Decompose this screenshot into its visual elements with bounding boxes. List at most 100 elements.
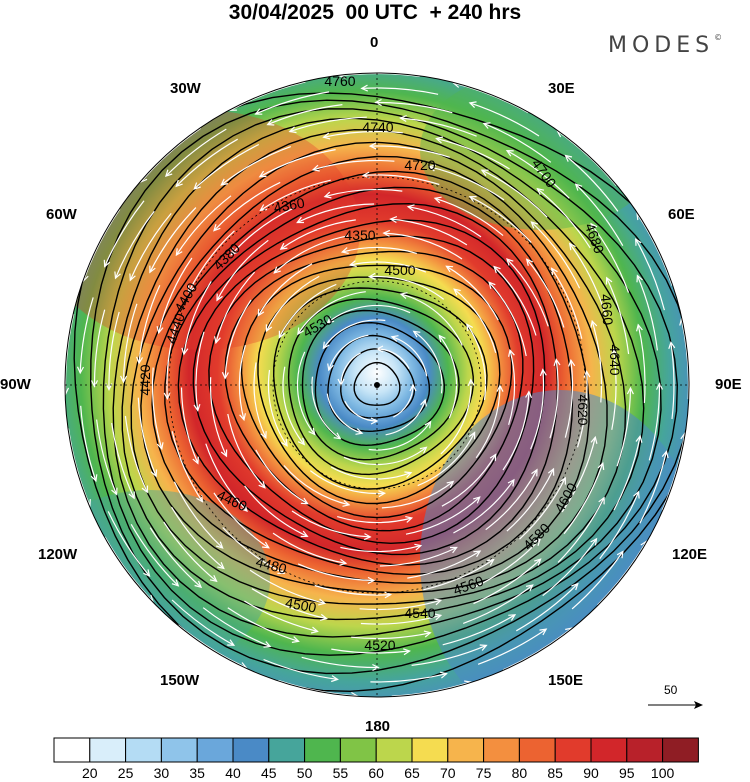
- wind-streamline: [400, 117, 477, 137]
- lon-label-90w: 90W: [0, 376, 31, 393]
- colorbar-label: 100: [650, 765, 675, 781]
- wind-streamline: [140, 127, 202, 183]
- wind-streamline: [149, 207, 197, 273]
- wind-streamline: [342, 246, 417, 254]
- contour-label: 4720: [404, 157, 435, 173]
- wind-streamline: [436, 138, 510, 170]
- height-contour-line: [121, 128, 645, 621]
- streamline-arrowhead: [193, 404, 201, 412]
- streamline-arrowhead: [559, 476, 566, 485]
- colorbar-cell: [53, 737, 91, 763]
- streamline-arrowhead: [258, 170, 267, 178]
- wind-streamline: [255, 91, 330, 115]
- streamline-arrowhead: [136, 356, 144, 365]
- wind-streamline: [488, 281, 527, 357]
- streamline-arrowhead: [220, 178, 229, 186]
- streamline-arrowhead: [438, 334, 446, 343]
- wind-streamline: [260, 179, 331, 211]
- streamline-arrowhead: [209, 574, 218, 583]
- contour-label: 4500: [384, 262, 415, 278]
- streamline-arrowhead: [547, 467, 555, 476]
- streamline-arrowhead: [389, 216, 398, 224]
- streamline-arrowhead: [507, 478, 515, 487]
- streamline-arrowhead: [550, 267, 558, 276]
- streamline-arrowhead: [278, 330, 286, 339]
- streamline-arrowhead: [482, 122, 491, 129]
- height-contour-line: [112, 117, 662, 638]
- streamline-arrowhead: [319, 613, 328, 621]
- wind-streamline: [249, 569, 325, 604]
- wind-streamline: [337, 516, 412, 524]
- colorbar-cell: [626, 737, 664, 763]
- streamline-arrowhead: [363, 533, 372, 541]
- wind-streamline: [571, 551, 624, 610]
- wind-streamline: [291, 510, 371, 538]
- wind-streamline: [391, 681, 471, 697]
- wind-streamline: [446, 265, 499, 321]
- contour-label: 4520: [364, 637, 395, 653]
- streamline-arrowhead: [339, 558, 348, 566]
- streamline-arrowhead: [446, 480, 455, 488]
- colorbar-cell: [196, 737, 234, 763]
- streamline-arrowhead: [427, 164, 436, 172]
- wind-streamline: [328, 334, 369, 371]
- colorbar-label: 20: [82, 765, 98, 781]
- colorbar-label: 40: [225, 765, 241, 781]
- wind-streamline: [506, 150, 570, 199]
- wind-streamline: [297, 203, 375, 224]
- brand-text: MODES: [608, 33, 715, 58]
- streamline-arrowhead: [390, 335, 399, 342]
- wind-streamline: [368, 421, 432, 451]
- streamline-arrowhead: [213, 224, 221, 232]
- colorbar-cell: [232, 737, 270, 763]
- streamline-arrowhead: [480, 169, 489, 176]
- wind-streamline: [171, 506, 225, 569]
- lon-label-60w: 60W: [46, 206, 77, 223]
- wind-streamline: [405, 496, 481, 535]
- lon-label-90e: 90E: [715, 376, 742, 393]
- streamline-arrowhead: [488, 281, 496, 289]
- streamline-arrowhead: [214, 336, 221, 345]
- streamline-arrowhead: [598, 496, 605, 505]
- streamline-arrowhead: [605, 276, 613, 285]
- streamline-arrowhead: [310, 626, 319, 634]
- wind-streamline: [244, 600, 318, 632]
- streamline-arrowhead: [508, 348, 515, 357]
- colorbar-label: 50: [296, 765, 313, 781]
- streamline-arrowhead: [150, 469, 158, 478]
- streamline-arrowhead: [564, 154, 573, 162]
- wind-streamline: [575, 183, 624, 246]
- colorbar-cell: [662, 737, 699, 763]
- streamline-arrowhead: [655, 382, 664, 390]
- streamline-arrowhead: [308, 427, 316, 436]
- wind-streamline: [280, 219, 356, 250]
- streamline-arrowhead: [342, 500, 351, 507]
- wind-streamline: [107, 511, 150, 577]
- streamline-arrowhead: [355, 428, 364, 435]
- contour-label: 4740: [362, 119, 393, 135]
- wind-streamline: [611, 349, 617, 430]
- streamline-arrowhead: [525, 258, 534, 266]
- wind-streamline: [340, 545, 422, 553]
- wind-streamline: [473, 538, 541, 589]
- streamline-arrowhead: [340, 247, 349, 254]
- wind-streamline: [636, 213, 673, 286]
- colorbar-cell: [590, 737, 628, 763]
- streamline-arrowhead: [90, 474, 98, 483]
- wind-streamline: [257, 263, 313, 316]
- streamline-arrowhead: [216, 293, 223, 302]
- wind-streamline: [180, 387, 199, 464]
- wind-streamline: [104, 200, 145, 267]
- wind-streamline: [561, 437, 596, 513]
- streamline-arrowhead: [409, 383, 417, 392]
- streamline-arrowhead: [536, 187, 545, 196]
- wind-streamline: [637, 324, 646, 403]
- height-contour-line: [353, 361, 401, 406]
- wind-streamline: [130, 524, 179, 587]
- wind-streamline: [599, 491, 640, 560]
- wind-streamline: [661, 433, 686, 511]
- streamline-arrowhead: [439, 671, 448, 679]
- wind-streamline: [440, 379, 472, 455]
- wind-streamline: [322, 319, 386, 349]
- wind-streamline: [616, 387, 632, 467]
